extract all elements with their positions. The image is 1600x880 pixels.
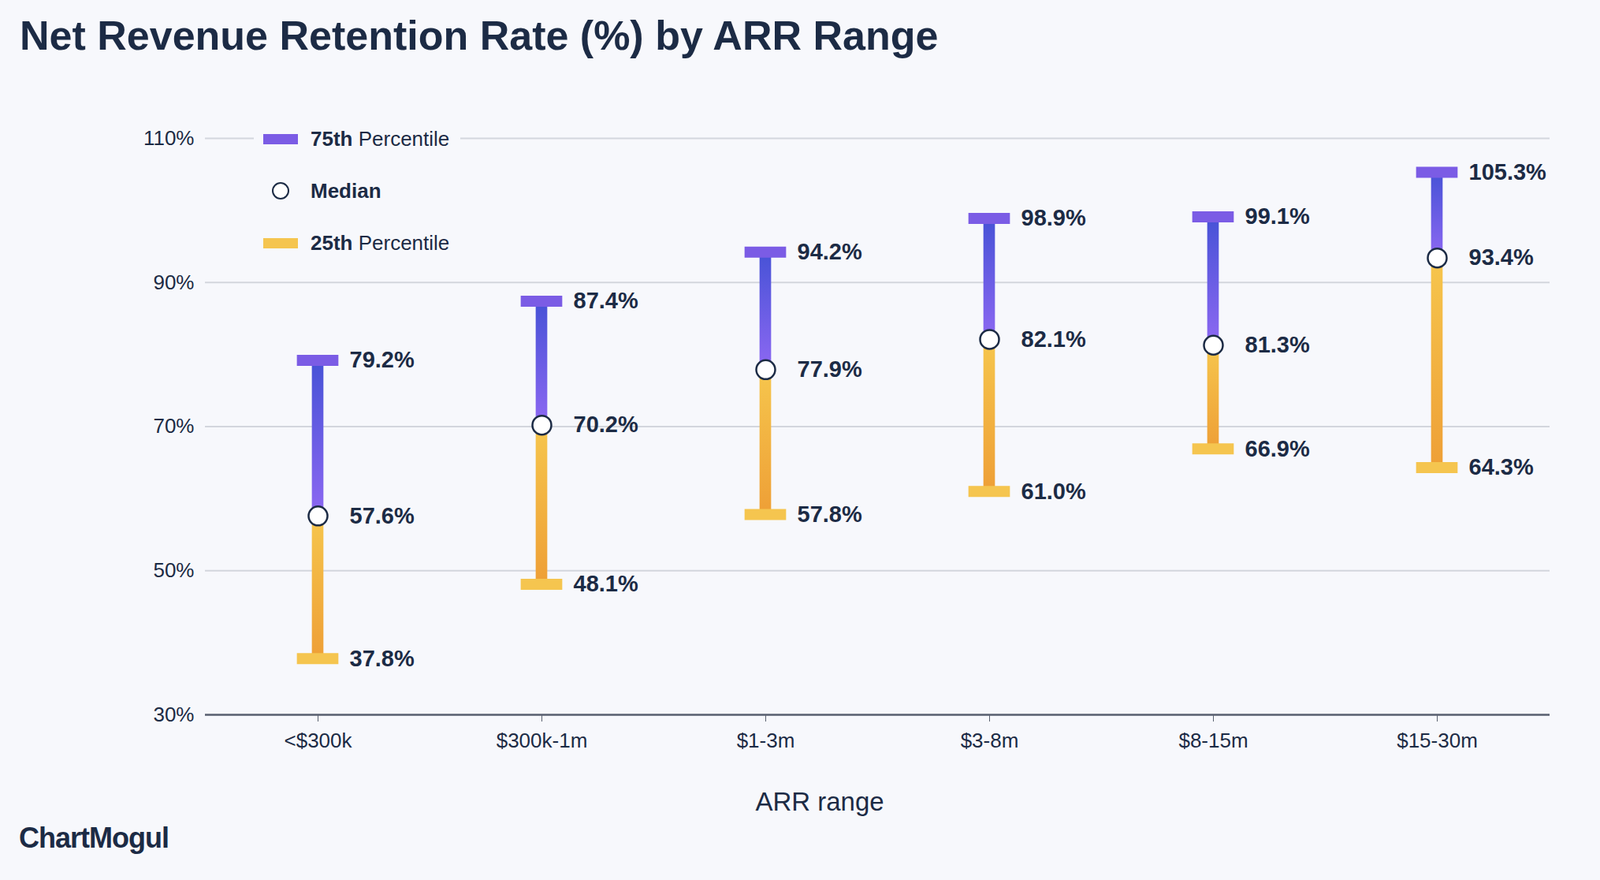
svg-text:64.3%: 64.3% [1469,453,1534,480]
html-text:25th Percentile: 25th Percentile [310,230,450,255]
svg-text:$3-8m: $3-8m [960,728,1020,752]
svg-text:70%: 70% [152,413,194,438]
html-text:ChartMogul: ChartMogul [18,821,169,854]
svg-text:$1-3m: $1-3m [736,728,796,752]
svg-text:82.1%: 82.1% [1021,326,1087,352]
svg-text:99.1%: 99.1% [1245,203,1310,229]
html-text:Net Revenue Retention Rate (%): Net Revenue Retention Rate (%) by ARR Ra… [19,12,939,59]
svg-text:105.3%: 105.3% [1469,159,1548,185]
svg-text:61.0%: 61.0% [1021,478,1087,504]
svg-text:70.2%: 70.2% [573,411,639,437]
svg-text:77.9%: 77.9% [797,356,863,382]
svg-text:94.2%: 94.2% [797,238,863,265]
svg-text:$8-15m: $8-15m [1178,728,1248,752]
html-text:ARR range: ARR range [755,786,885,816]
svg-text:50%: 50% [152,558,194,582]
svg-text:<$300k: <$300k [283,728,353,752]
svg-text:$15-30m: $15-30m [1396,728,1478,752]
svg-text:110%: 110% [143,126,195,150]
svg-text:66.9%: 66.9% [1245,435,1310,462]
svg-text:57.8%: 57.8% [797,501,863,527]
svg-text:57.6%: 57.6% [349,502,415,529]
svg-text:48.1%: 48.1% [573,570,639,596]
svg-text:30%: 30% [152,702,194,726]
svg-text:81.3%: 81.3% [1245,331,1310,358]
svg-text:93.4%: 93.4% [1469,244,1534,270]
html-text:75th Percentile: 75th Percentile [310,126,450,151]
svg-text:90%: 90% [152,270,194,294]
html-text:Median: Median [310,178,382,203]
svg-text:98.9%: 98.9% [1021,204,1087,231]
svg-text:87.4%: 87.4% [573,287,639,313]
svg-text:$300k-1m: $300k-1m [496,728,588,752]
svg-text:79.2%: 79.2% [349,346,415,373]
svg-text:37.8%: 37.8% [349,645,415,671]
